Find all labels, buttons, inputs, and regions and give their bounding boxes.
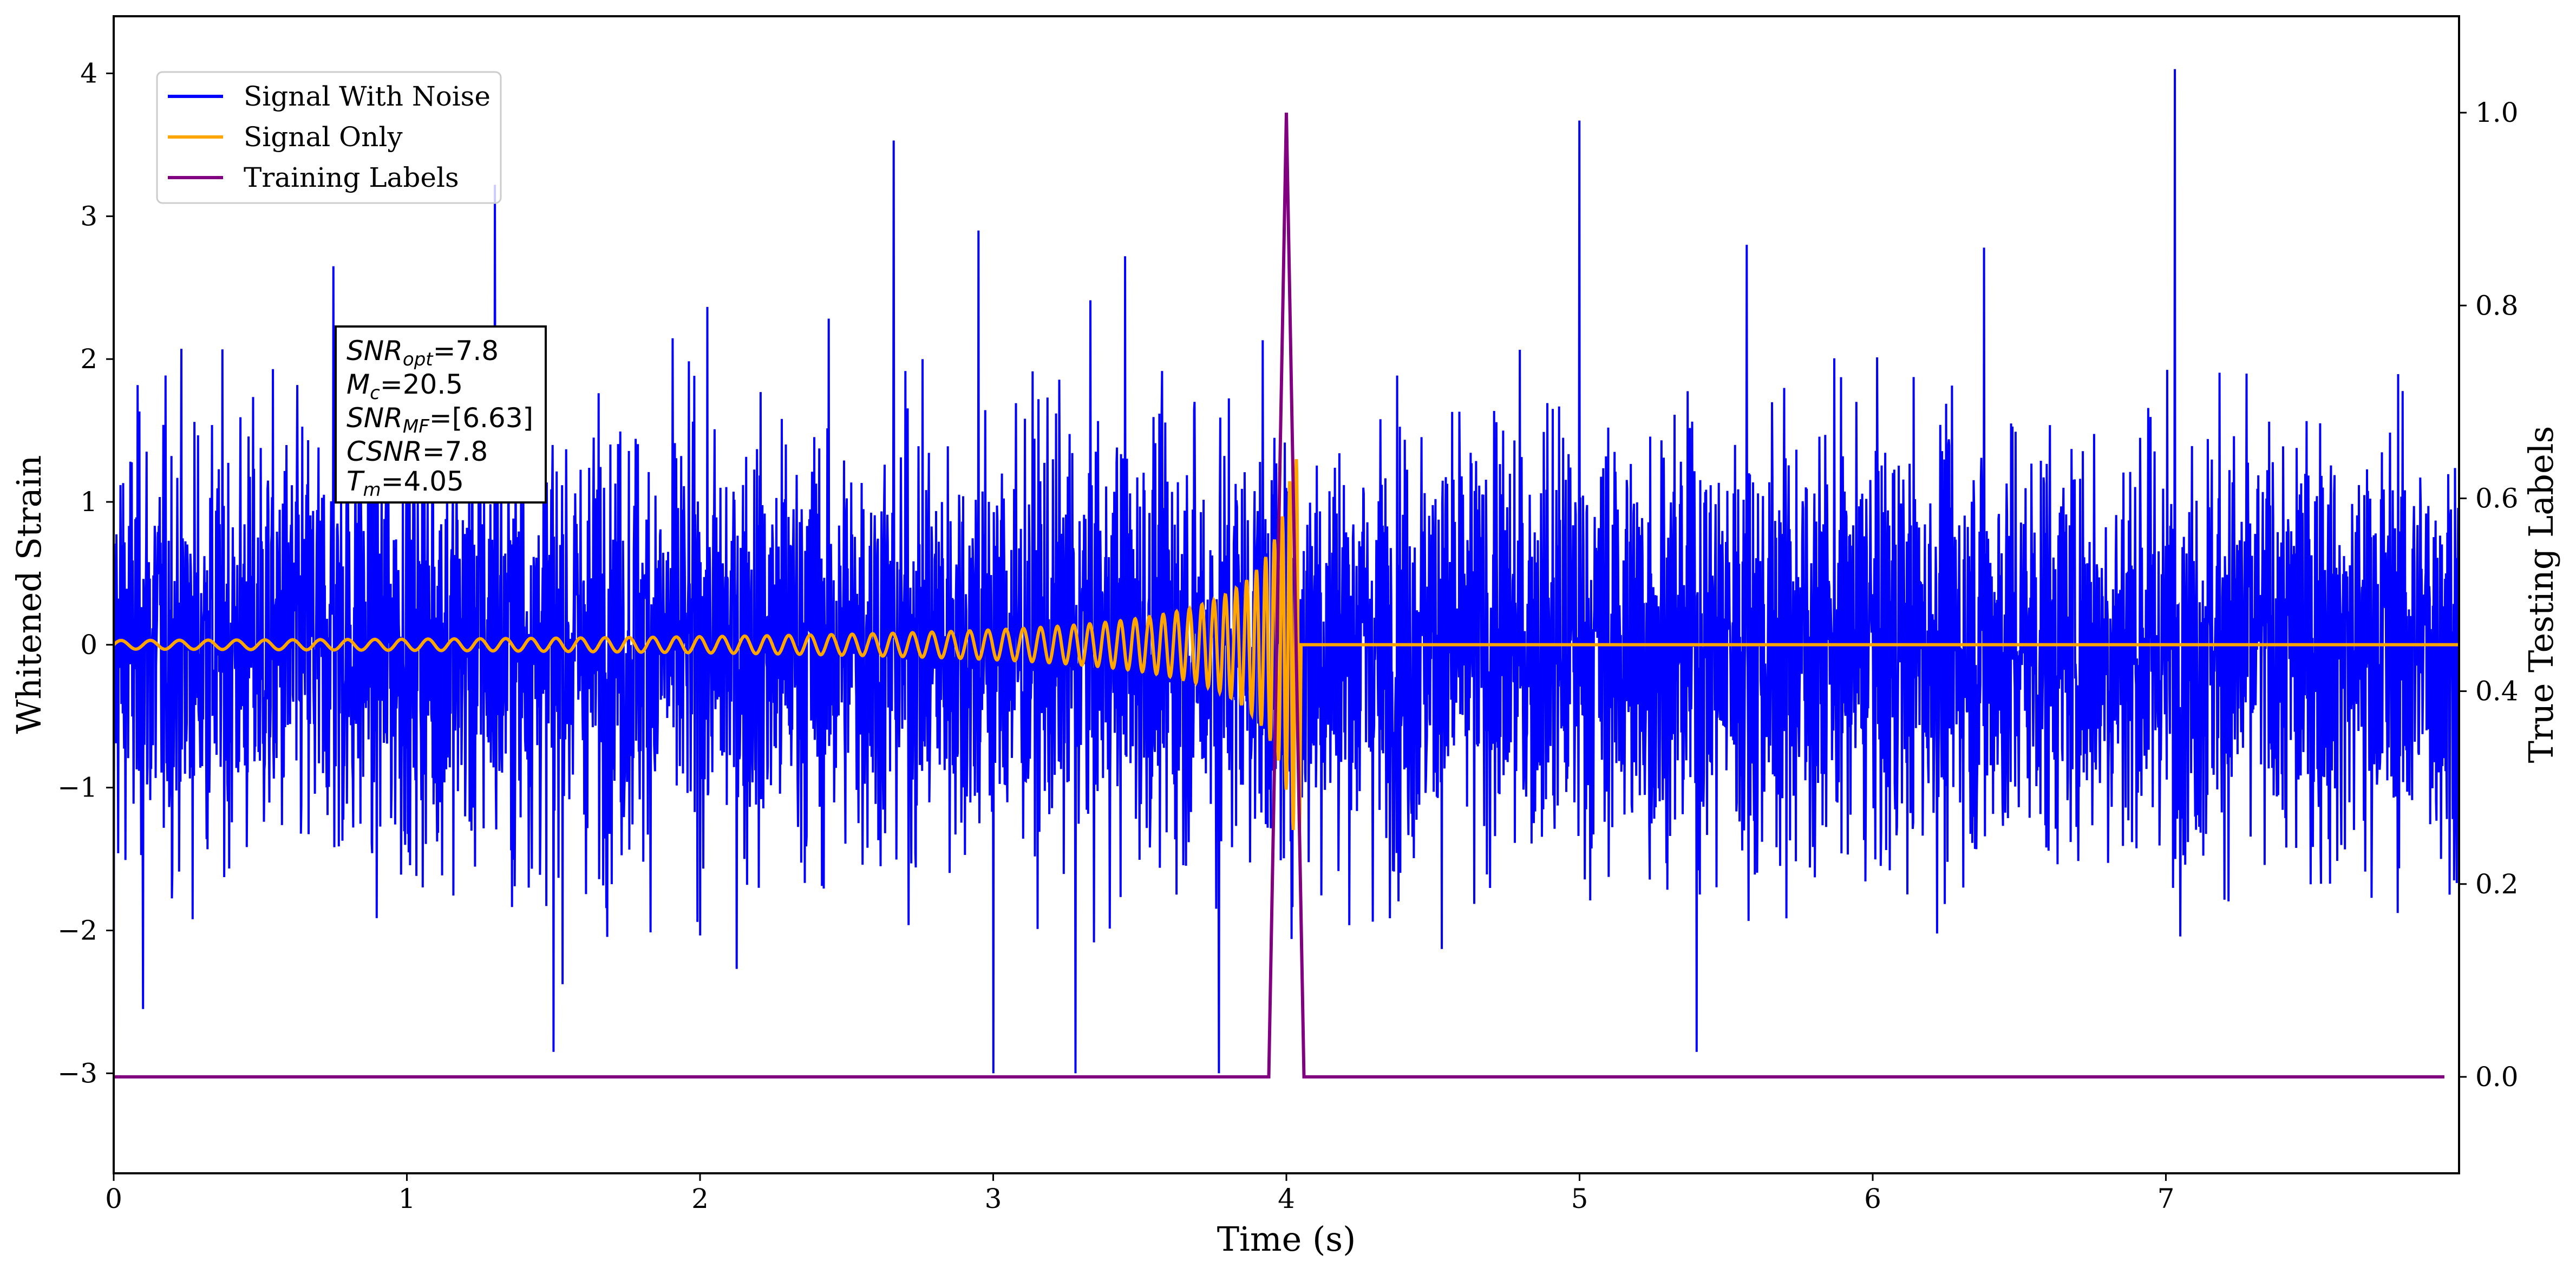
signal-only-line bbox=[114, 459, 2459, 831]
y2-tick-label: 0.6 bbox=[2475, 482, 2519, 514]
y2-tick-label: 0.0 bbox=[2475, 1061, 2519, 1093]
y-tick-label: 2 bbox=[80, 343, 97, 375]
x-tick-label: 6 bbox=[1864, 1183, 1881, 1214]
x-tick-label: 4 bbox=[1278, 1183, 1295, 1214]
y-tick-label: 0 bbox=[80, 629, 97, 661]
annotation-csnr: CSNR=7.8 bbox=[346, 436, 488, 467]
y-tick-label: 4 bbox=[80, 58, 97, 89]
annotation-frame bbox=[335, 325, 547, 504]
y-axis-title: Whitened Strain bbox=[9, 455, 49, 734]
x-tick-label: 5 bbox=[1571, 1183, 1588, 1214]
x-tick-label: 3 bbox=[985, 1183, 1002, 1214]
y-axis-left: −3 −2 −1 0 1 2 3 4 bbox=[57, 58, 114, 1089]
x-axis-title: Time (s) bbox=[1217, 1219, 1356, 1259]
y2-tick-label: 0.2 bbox=[2475, 868, 2519, 900]
annotation-tm: Tm=4.05 bbox=[346, 466, 464, 501]
x-tick-label: 7 bbox=[2157, 1183, 2175, 1214]
legend-box bbox=[156, 71, 502, 204]
annotation-snr-opt: SNRopt=7.8 bbox=[346, 335, 499, 370]
y2-axis-title: True Testing Labels bbox=[2521, 426, 2561, 763]
y-tick-label: −2 bbox=[57, 914, 97, 946]
legend: Signal With Noise Signal Only Training L… bbox=[156, 71, 502, 204]
y-tick-label: −3 bbox=[57, 1057, 97, 1089]
x-tick-label: 2 bbox=[691, 1183, 709, 1214]
x-axis: 0 1 2 3 4 5 6 7 bbox=[105, 1173, 2174, 1214]
annotation-mc: Mc=20.5 bbox=[346, 369, 463, 404]
legend-label-labels: Training Labels bbox=[244, 162, 459, 193]
training-labels-line bbox=[114, 113, 2444, 1079]
y-tick-label: 1 bbox=[80, 486, 97, 518]
y2-tick-label: 0.4 bbox=[2475, 676, 2519, 707]
plot-area bbox=[114, 69, 2459, 1123]
legend-label-signal: Signal Only bbox=[244, 121, 403, 153]
y2-tick-label: 1.0 bbox=[2475, 97, 2519, 128]
y2-tick-label: 0.8 bbox=[2475, 290, 2519, 321]
x-tick-label: 1 bbox=[398, 1183, 416, 1214]
x-tick-label: 0 bbox=[105, 1183, 122, 1214]
legend-label-noise: Signal With Noise bbox=[244, 81, 491, 112]
y-axis-right: 0.0 0.2 0.4 0.6 0.8 1.0 bbox=[2459, 97, 2519, 1093]
y-tick-label: 3 bbox=[80, 200, 97, 232]
signal-with-noise-line bbox=[114, 69, 2459, 1123]
y-tick-label: −1 bbox=[57, 772, 97, 803]
annotation-box: SNRopt=7.8 Mc=20.5 SNRMF=[6.63] CSNR=7.8… bbox=[335, 325, 547, 504]
annotation-snr-mf: SNRMF=[6.63] bbox=[346, 402, 533, 437]
